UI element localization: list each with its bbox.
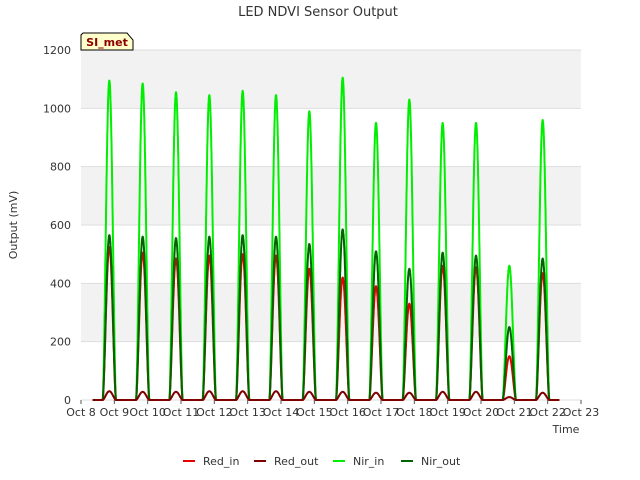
legend-label: Nir_in [353, 455, 384, 468]
x-tick-label: Oct 10 [129, 406, 166, 419]
y-tick-label: 0 [64, 394, 71, 407]
plot-background [81, 50, 581, 400]
series-line-red-out [91, 390, 561, 401]
site-badge-box [80, 32, 134, 51]
legend-label: Red_out [274, 455, 319, 468]
plot-band [81, 108, 581, 167]
x-tick-label: Oct 21 [496, 406, 533, 419]
x-tick-label: Oct 14 [263, 406, 300, 419]
x-tick-label: Oct 12 [196, 406, 233, 419]
y-tick-label: 1200 [43, 44, 71, 57]
chart-title: LED NDVI Sensor Output [238, 5, 398, 20]
plot-band [81, 341, 581, 400]
x-tick-label: Oct 15 [296, 406, 333, 419]
x-tick-label: Oct 20 [463, 406, 500, 419]
site-badge-label: SI_met [86, 36, 128, 49]
x-tick-label: Oct 17 [363, 406, 400, 419]
site-badge: SI_met [80, 32, 134, 51]
x-tick-label: Oct 19 [429, 406, 466, 419]
y-tick-label: 200 [50, 336, 71, 349]
legend: Red_in Red_out Nir_in Nir_out [183, 455, 461, 468]
y-tick-label: 800 [50, 161, 71, 174]
plot-band [81, 50, 581, 109]
y-tick-label: 600 [50, 219, 71, 232]
legend-label: Red_in [203, 455, 239, 468]
x-tick-label: Oct 11 [163, 406, 200, 419]
x-axis-label: Time [552, 423, 580, 436]
plot-band [81, 283, 581, 342]
legend-label: Nir_out [421, 455, 461, 468]
x-tick-label: Oct 23 [563, 406, 600, 419]
series-lines [91, 76, 561, 401]
x-tick-label: Oct 16 [329, 406, 366, 419]
x-tick-label: Oct 9 [100, 406, 130, 419]
x-tick-label: Oct 18 [396, 406, 433, 419]
plot-band [81, 225, 581, 284]
plot-band [81, 166, 581, 225]
x-tick-label: Oct 22 [529, 406, 566, 419]
y-tick-label: 1000 [43, 102, 71, 115]
y-axis-ticks: 0 200 400 600 800 1000 1200 [43, 44, 71, 407]
x-tick-label: Oct 13 [229, 406, 266, 419]
y-tick-label: 400 [50, 277, 71, 290]
y-axis-label: Output (mV) [7, 191, 20, 260]
x-tick-label: Oct 8 [66, 406, 96, 419]
